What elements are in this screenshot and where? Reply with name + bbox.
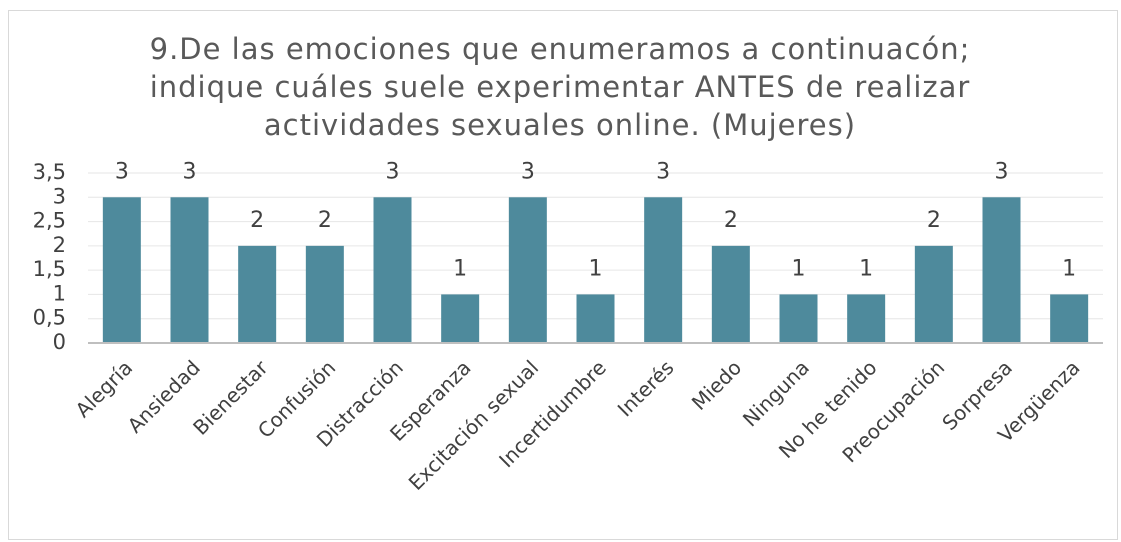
y-tick-label: 2 (53, 233, 66, 257)
value-label: 3 (115, 159, 129, 184)
y-tick-label: 1 (53, 281, 66, 305)
value-label: 1 (859, 256, 873, 281)
bar (238, 245, 277, 343)
x-tick-label: Excitación sexual (404, 355, 544, 495)
bar (441, 294, 480, 343)
value-label: 3 (995, 159, 1009, 184)
y-tick-label: 3 (53, 184, 66, 208)
value-label: 2 (250, 208, 264, 233)
chart-frame (8, 10, 1118, 540)
bar (373, 197, 412, 343)
value-label: 1 (792, 256, 806, 281)
bar (644, 197, 683, 343)
bar (847, 294, 886, 343)
y-tick-label: 0,5 (33, 306, 66, 330)
value-label: 3 (656, 159, 670, 184)
bar (102, 197, 141, 343)
bar (576, 294, 615, 343)
bar (982, 197, 1021, 343)
value-label: 2 (724, 208, 738, 233)
bar (170, 197, 209, 343)
value-label: 3 (183, 159, 197, 184)
value-label: 3 (386, 159, 400, 184)
y-tick-label: 3,5 (33, 160, 66, 184)
value-label: 1 (453, 256, 467, 281)
x-tick-label: Alegría (71, 355, 138, 422)
x-tick-label: Miedo (687, 355, 746, 414)
value-label: 1 (589, 256, 603, 281)
bar (508, 197, 547, 343)
value-label: 3 (521, 159, 535, 184)
value-label: 2 (927, 208, 941, 233)
bar (711, 245, 750, 343)
y-tick-label: 0 (53, 330, 66, 354)
y-tick-label: 2,5 (33, 209, 66, 233)
value-label: 1 (1062, 256, 1076, 281)
x-tick-label: Interés (613, 355, 679, 421)
bar (305, 245, 344, 343)
value-label: 2 (318, 208, 332, 233)
bar (1050, 294, 1089, 343)
y-tick-label: 1,5 (33, 257, 66, 281)
bar (914, 245, 953, 343)
chart-title: 9.De las emociones que enumeramos a cont… (149, 32, 971, 142)
bar (779, 294, 818, 343)
